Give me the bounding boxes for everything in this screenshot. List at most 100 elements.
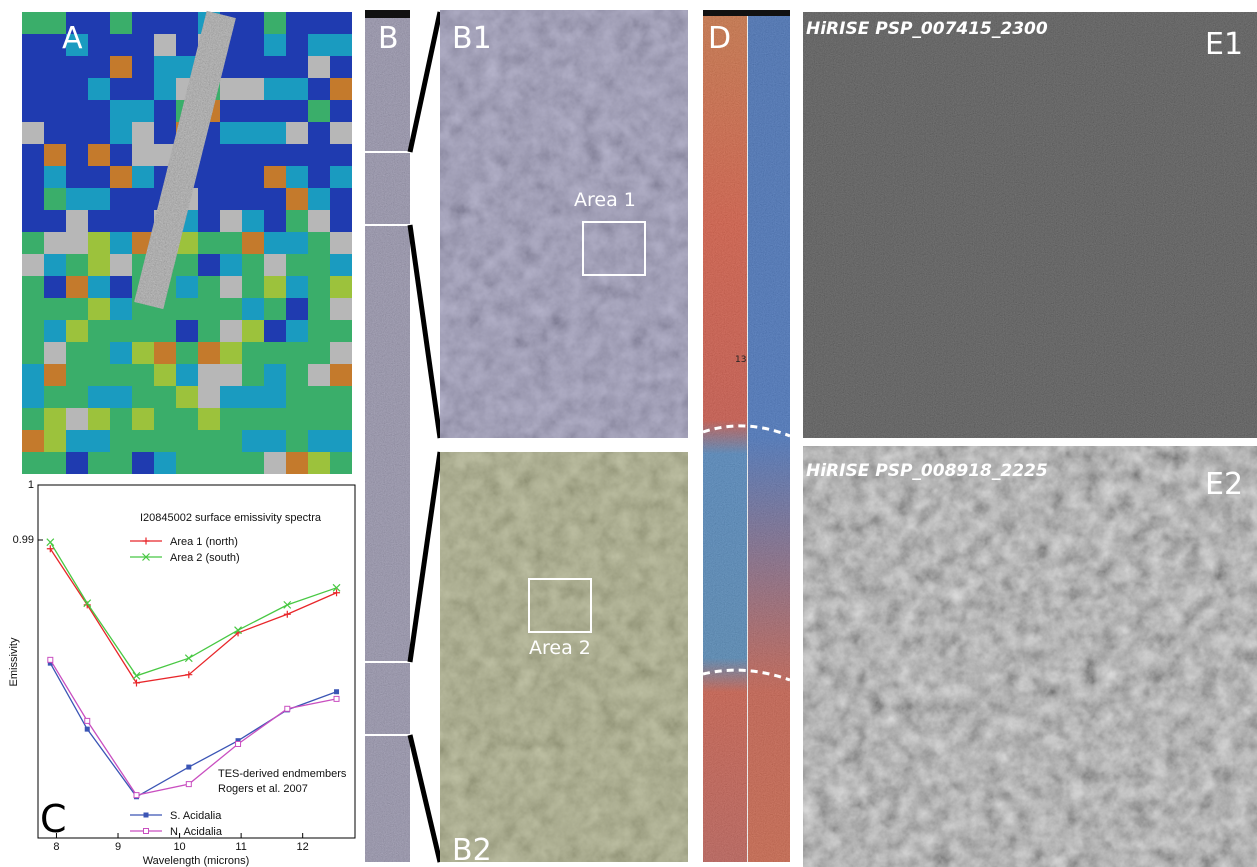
map-cell	[154, 122, 176, 144]
map-cell	[220, 100, 242, 122]
map-cell	[308, 232, 330, 254]
map-cell	[132, 320, 154, 342]
map-cell	[44, 56, 66, 78]
map-cell	[154, 78, 176, 100]
map-cell	[242, 452, 264, 474]
map-cell	[176, 276, 198, 298]
map-cell	[132, 78, 154, 100]
map-cell	[242, 12, 264, 34]
map-cell	[308, 364, 330, 386]
map-cell	[330, 100, 352, 122]
map-cell	[242, 122, 264, 144]
area-label: Area 2	[529, 637, 591, 659]
map-cell	[132, 342, 154, 364]
map-cell	[66, 166, 88, 188]
map-cell	[198, 166, 220, 188]
map-cell	[110, 364, 132, 386]
map-cell	[88, 386, 110, 408]
point	[334, 689, 339, 694]
legend-label: Area 1 (north)	[170, 536, 238, 548]
map-cell	[264, 386, 286, 408]
chart: I20845002 surface emissivity spectra Wav…	[8, 479, 355, 867]
map-cell	[198, 298, 220, 320]
map-cell	[88, 408, 110, 430]
map-cell	[154, 408, 176, 430]
map-cell	[220, 166, 242, 188]
map-cell	[198, 254, 220, 276]
map-cell	[132, 12, 154, 34]
map-cell	[198, 430, 220, 452]
map-cell	[44, 100, 66, 122]
map-cell	[176, 342, 198, 364]
map-cell	[44, 298, 66, 320]
map-cell	[44, 78, 66, 100]
map-cell	[66, 386, 88, 408]
map-cell	[264, 276, 286, 298]
point	[134, 793, 139, 798]
texture	[703, 12, 790, 862]
map-cell	[264, 408, 286, 430]
map-cell	[22, 122, 44, 144]
map-cell	[308, 100, 330, 122]
map-cell	[220, 276, 242, 298]
map-cell	[44, 342, 66, 364]
map-cell	[88, 320, 110, 342]
map-cell	[22, 232, 44, 254]
map-cell	[176, 364, 198, 386]
image-id: HiRISE PSP_008918_2225	[806, 461, 1048, 481]
map-cell	[110, 144, 132, 166]
map-cell	[66, 144, 88, 166]
panel-label: A	[62, 21, 83, 56]
map-cell	[286, 144, 308, 166]
texture	[803, 12, 1257, 438]
legend-label: Area 2 (south)	[170, 552, 240, 564]
map-cell	[286, 56, 308, 78]
map-cell	[330, 364, 352, 386]
x-tick-label: 8	[53, 841, 59, 853]
map-cell	[44, 364, 66, 386]
map-cell	[286, 34, 308, 56]
map-cell	[110, 452, 132, 474]
point	[236, 741, 241, 746]
map-cell	[242, 144, 264, 166]
map-cell	[330, 122, 352, 144]
map-cell	[198, 364, 220, 386]
panel-label: B	[378, 21, 399, 56]
map-cell	[110, 298, 132, 320]
legend-marker	[144, 813, 149, 818]
map-cell	[286, 386, 308, 408]
map-cell	[286, 232, 308, 254]
map-cell	[110, 342, 132, 364]
map-cell	[220, 144, 242, 166]
legend-marker	[144, 829, 149, 834]
map-cell	[66, 408, 88, 430]
map-cell	[88, 12, 110, 34]
map-cell	[264, 320, 286, 342]
x-tick-label: 12	[297, 841, 309, 853]
map-cell	[176, 34, 198, 56]
map-cell	[22, 56, 44, 78]
map-cell	[22, 166, 44, 188]
map-cell	[330, 144, 352, 166]
map-cell	[44, 166, 66, 188]
map-cell	[286, 452, 308, 474]
map-cell	[132, 144, 154, 166]
map-cell	[110, 320, 132, 342]
map-cell	[110, 34, 132, 56]
map-cell	[220, 364, 242, 386]
map-cell	[330, 210, 352, 232]
map-cell	[308, 254, 330, 276]
map-cell	[308, 452, 330, 474]
map-cell	[286, 342, 308, 364]
map-cell	[330, 408, 352, 430]
map-cell	[330, 56, 352, 78]
map-cell	[110, 122, 132, 144]
map-cell	[220, 408, 242, 430]
map-cell	[110, 254, 132, 276]
map-cell	[88, 166, 110, 188]
map-cell	[286, 430, 308, 452]
panel-label: B1	[452, 21, 492, 56]
map-cell	[110, 276, 132, 298]
map-cell	[88, 78, 110, 100]
annotation: Rogers et al. 2007	[218, 783, 308, 795]
